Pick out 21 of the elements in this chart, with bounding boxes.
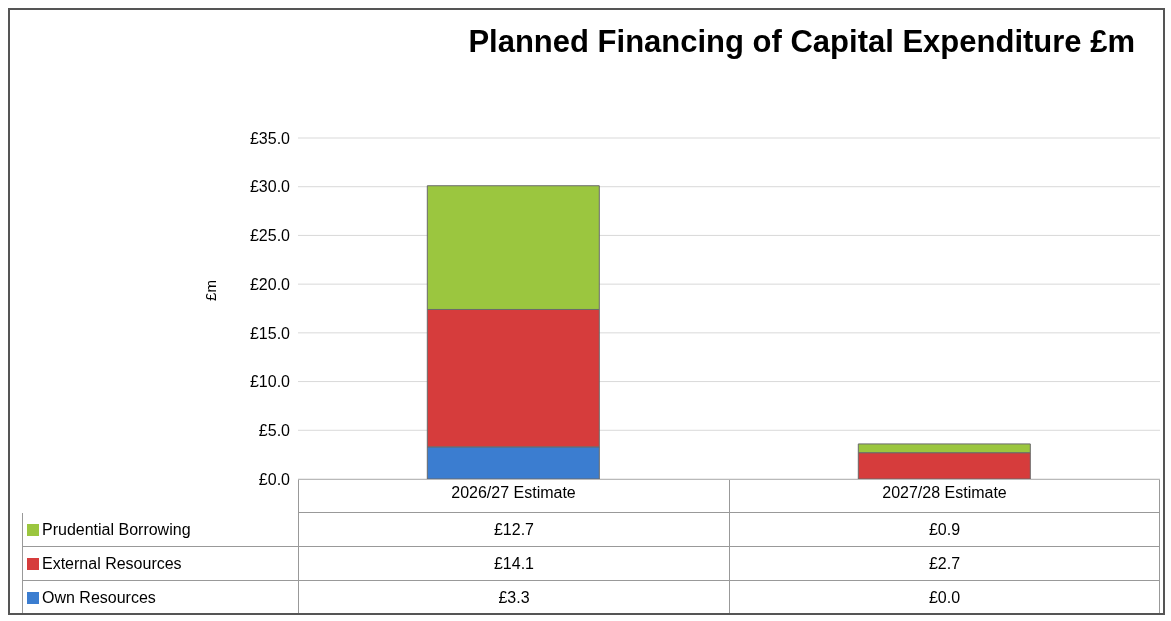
y-axis-title: £m (201, 280, 219, 301)
y-tick-label: £20.0 (249, 275, 291, 293)
data-label: £3.3 (298, 581, 729, 615)
y-tick-label: £30.0 (249, 178, 291, 196)
x-tick-label: 2026/27 Estimate (451, 484, 576, 502)
y-tick-label: £10.0 (249, 373, 291, 391)
data-label: £12.7 (298, 513, 729, 547)
y-tick-label: £25.0 (249, 227, 291, 245)
chart-title: Planned Financing of Capital Expenditure £m (468, 24, 1135, 60)
y-tick-label: £5.0 (258, 421, 291, 439)
data-label: £0.0 (729, 581, 1160, 615)
data-label: £0.9 (729, 513, 1160, 547)
data-label: £2.7 (729, 547, 1160, 581)
x-tick-label: 2027/28 Estimate (882, 484, 1007, 502)
legend-label: External Resources (42, 554, 182, 573)
legend-label: Own Resources (42, 588, 156, 607)
y-tick-label: £35.0 (249, 129, 291, 147)
y-tick-label: £15.0 (249, 324, 291, 342)
legend-label: Prudential Borrowing (42, 520, 191, 539)
y-tick-label: £0.0 (258, 470, 291, 488)
data-label: £14.1 (298, 547, 729, 581)
